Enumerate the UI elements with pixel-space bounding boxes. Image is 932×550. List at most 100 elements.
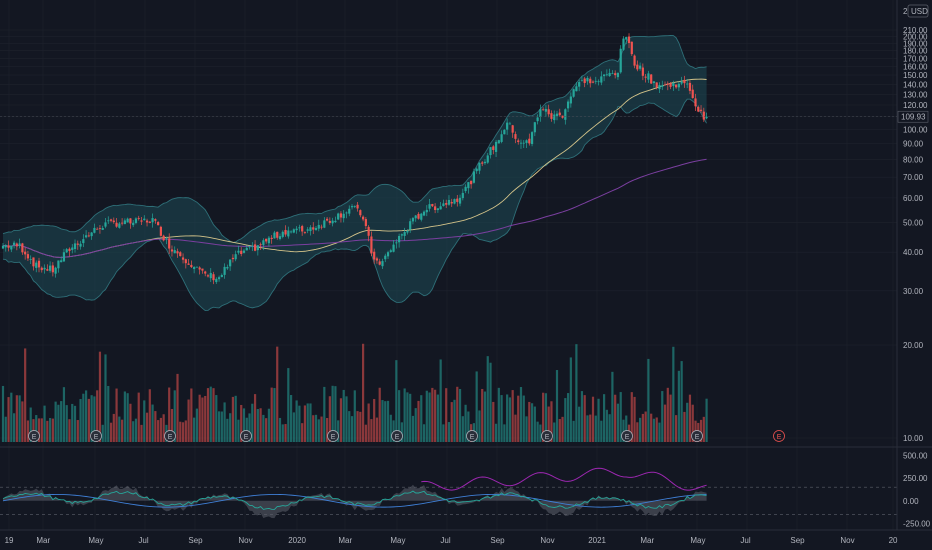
candle-body bbox=[503, 129, 506, 135]
volume-bar bbox=[337, 420, 340, 442]
volume-bar bbox=[259, 408, 262, 442]
volume-bar bbox=[583, 395, 586, 442]
volume-bar bbox=[15, 395, 18, 442]
candle-body bbox=[447, 199, 451, 205]
candle-body bbox=[481, 162, 484, 164]
volume-bar bbox=[633, 396, 636, 442]
earnings-marker-future[interactable] bbox=[773, 430, 785, 442]
indicator-area bbox=[3, 484, 707, 519]
volume-bar bbox=[93, 396, 96, 442]
volume-bar bbox=[201, 397, 204, 442]
earnings-marker-3[interactable] bbox=[240, 430, 252, 442]
earnings-future-label: E bbox=[777, 434, 782, 441]
volume-bar bbox=[82, 393, 85, 442]
earnings-marker-5[interactable] bbox=[391, 430, 403, 442]
earnings-marker-6[interactable] bbox=[466, 430, 478, 442]
volume-bar bbox=[270, 387, 273, 442]
volume-bar bbox=[217, 411, 221, 442]
volume-bar bbox=[12, 413, 16, 442]
volume-bar bbox=[386, 400, 390, 442]
candle-body bbox=[350, 206, 354, 208]
candle-body bbox=[420, 213, 423, 220]
volume-bar bbox=[411, 415, 415, 442]
candle-body bbox=[62, 252, 66, 262]
earnings-marker-7[interactable] bbox=[541, 430, 553, 442]
volume-bar bbox=[506, 394, 509, 442]
volume-bar bbox=[348, 411, 351, 442]
volume-bar bbox=[658, 422, 661, 442]
volume-bar bbox=[123, 391, 126, 442]
volume-bar bbox=[29, 407, 32, 442]
candle-body bbox=[328, 220, 331, 223]
candle-body bbox=[661, 85, 664, 87]
candle-body bbox=[359, 210, 362, 216]
volume-bar bbox=[456, 386, 459, 442]
volume-bar bbox=[528, 401, 531, 442]
volume-bar bbox=[298, 405, 301, 442]
time-tick-label: Nov bbox=[840, 536, 854, 545]
earnings-marker-1[interactable] bbox=[90, 430, 102, 442]
candle-body bbox=[400, 234, 403, 236]
volume-bar bbox=[339, 398, 343, 442]
volume-bar bbox=[503, 424, 506, 442]
volume-bar bbox=[594, 415, 597, 442]
candle-body bbox=[686, 83, 689, 85]
earnings-marker-0[interactable] bbox=[28, 430, 40, 442]
candle-body bbox=[21, 243, 24, 253]
volume-bar bbox=[525, 416, 528, 442]
time-tick-label: Mar bbox=[36, 536, 50, 545]
earnings-marker-9[interactable] bbox=[691, 430, 703, 442]
candle-body bbox=[184, 259, 187, 264]
volume-bar bbox=[325, 417, 329, 442]
volume-bar bbox=[220, 411, 223, 442]
currency-box[interactable] bbox=[907, 4, 929, 18]
candle-body bbox=[46, 269, 49, 271]
candle-body bbox=[273, 232, 276, 239]
bollinger-fill bbox=[3, 35, 707, 311]
price-tick-label: 190.00 bbox=[903, 39, 928, 48]
indicator-axis-ticks: 500.00 250.00 0.00 -250.00 bbox=[903, 451, 931, 528]
candle-body bbox=[251, 246, 254, 248]
candle-body bbox=[625, 37, 628, 40]
volume-bar bbox=[229, 413, 232, 442]
candle-body bbox=[705, 116, 708, 119]
time-tick-label: 2020 bbox=[288, 536, 306, 545]
earnings-marker-4[interactable] bbox=[327, 430, 339, 442]
candle-body bbox=[145, 220, 149, 223]
candle-body bbox=[658, 85, 661, 90]
candle-body bbox=[398, 235, 401, 243]
candle-body bbox=[436, 208, 439, 211]
earnings-marker-2[interactable] bbox=[164, 430, 176, 442]
volume-bar bbox=[209, 386, 212, 442]
candle-body bbox=[608, 72, 611, 77]
volume-bar bbox=[542, 392, 545, 442]
volume-bar bbox=[62, 387, 66, 442]
volume-bar bbox=[306, 403, 309, 442]
currency-label: USD bbox=[911, 7, 928, 16]
candle-body bbox=[93, 227, 96, 233]
candle-body bbox=[1, 245, 5, 249]
candle-body bbox=[101, 228, 104, 230]
candle-body bbox=[409, 221, 412, 230]
volume-bar bbox=[650, 413, 653, 442]
volume-bar bbox=[212, 388, 215, 442]
candle-body bbox=[630, 41, 633, 55]
candle-body bbox=[605, 74, 608, 76]
volume-bar bbox=[431, 387, 434, 442]
candle-body bbox=[500, 134, 503, 142]
candle-body bbox=[688, 82, 692, 91]
candle-body bbox=[639, 65, 642, 69]
volume-bar bbox=[591, 396, 595, 442]
candle-body bbox=[591, 81, 595, 83]
price-top-label: 2 bbox=[903, 7, 908, 16]
volume-bar bbox=[536, 421, 539, 442]
volume-bar bbox=[489, 362, 492, 442]
earnings-marker-8[interactable] bbox=[621, 430, 633, 442]
volume-bar bbox=[115, 388, 118, 442]
volume-bar bbox=[675, 415, 678, 442]
candle-body bbox=[411, 218, 415, 222]
candle-body bbox=[373, 251, 376, 260]
candle-body bbox=[583, 78, 586, 84]
